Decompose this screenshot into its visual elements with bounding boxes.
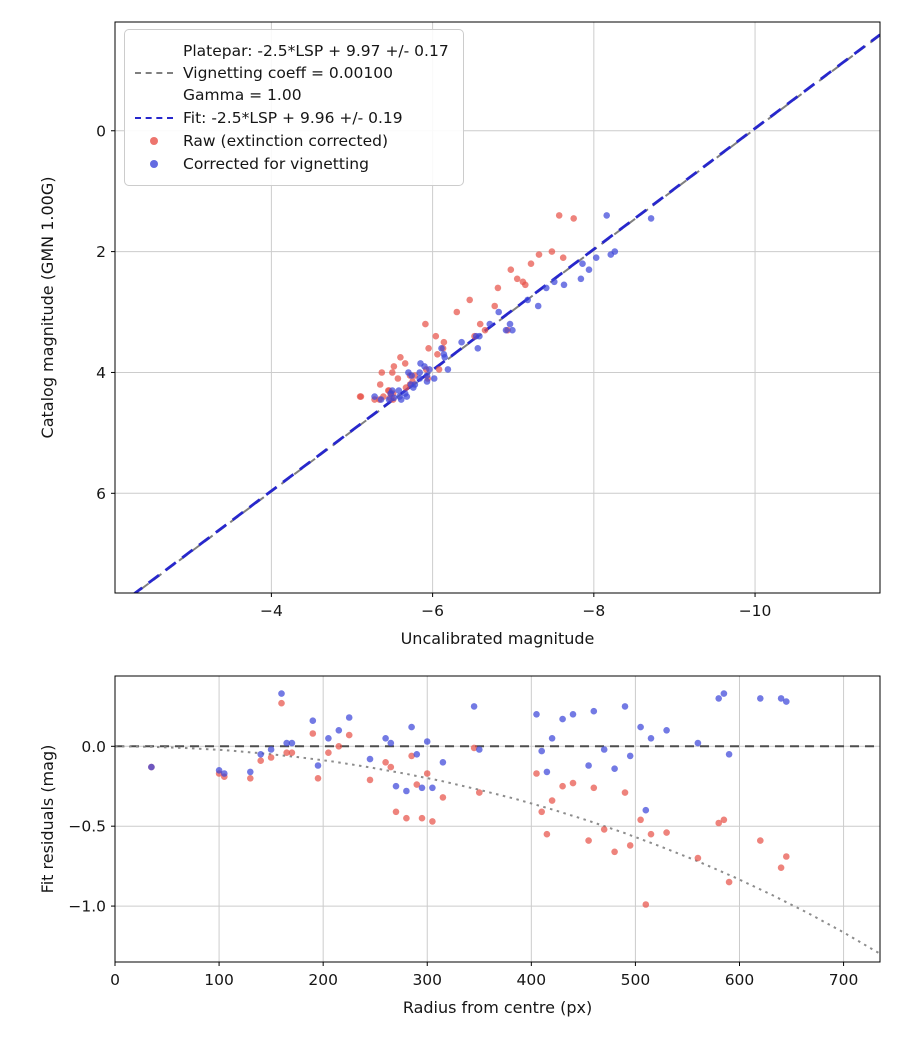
legend-vignetting-coeff-label: Vignetting coeff = 0.00100 [183, 64, 393, 82]
residuals-plot: 0 100 200 300 400 500 600 700 0.0 −0.5 −1.0 Radius … [38, 675, 881, 1017]
axes-frame [114, 675, 881, 963]
platepar-line-marker [135, 72, 183, 74]
svg-text:−1.0: −1.0 [68, 898, 106, 916]
x-axis-label: Uncalibrated magnitude [401, 629, 595, 648]
raw-point-marker [135, 137, 183, 145]
svg-text:500: 500 [621, 971, 651, 989]
legend-row-corrected: Corrected for vignetting [135, 153, 449, 175]
svg-text:−4: −4 [260, 602, 283, 620]
legend: Platepar: -2.5*LSP + 9.97 +/- 0.17 Vigne… [124, 29, 464, 186]
svg-text:0: 0 [96, 122, 106, 140]
svg-text:700: 700 [829, 971, 859, 989]
svg-text:−8: −8 [582, 602, 605, 620]
tick-labels: −4 −6 −8 −10 0 2 4 6 [96, 122, 771, 620]
magnitude-fit-plot: −4 −6 −8 −10 0 2 4 6 Uncalibrated magnitude Catal… [38, 21, 881, 648]
legend-platepar-label: Platepar: -2.5*LSP + 9.97 +/- 0.17 [183, 42, 449, 60]
legend-row-fit: Fit: -2.5*LSP + 9.96 +/- 0.19 [135, 107, 449, 129]
svg-text:300: 300 [412, 971, 442, 989]
legend-raw-label: Raw (extinction corrected) [183, 132, 389, 150]
svg-text:6: 6 [96, 485, 106, 503]
svg-text:0.0: 0.0 [81, 738, 106, 756]
svg-text:200: 200 [308, 971, 338, 989]
vignetting-curve [115, 745, 880, 955]
y-axis-label: Fit residuals (mag) [38, 745, 57, 894]
svg-text:400: 400 [517, 971, 547, 989]
raw-points [356, 212, 577, 403]
svg-text:−10: −10 [739, 602, 772, 620]
raw-residuals [148, 699, 790, 908]
svg-text:100: 100 [204, 971, 234, 989]
legend-row-raw: Raw (extinction corrected) [135, 130, 449, 152]
corrected-point-marker [135, 160, 183, 168]
svg-text:−0.5: −0.5 [68, 818, 106, 836]
grid-lines [114, 676, 880, 962]
svg-text:600: 600 [725, 971, 755, 989]
tick-labels: 0 100 200 300 400 500 600 700 0.0 −0.5 −1.0 [68, 738, 858, 989]
svg-text:4: 4 [96, 364, 106, 382]
corrected-residuals [148, 690, 790, 814]
fit-line-marker [135, 117, 183, 119]
svg-text:2: 2 [96, 243, 106, 261]
svg-text:−6: −6 [421, 602, 444, 620]
corrected-points [371, 212, 655, 403]
y-axis-label: Catalog magnitude (GMN 1.00G) [38, 177, 57, 439]
legend-gamma-label: Gamma = 1.00 [183, 86, 302, 104]
axes-frame [114, 21, 881, 594]
legend-fit-label: Fit: -2.5*LSP + 9.96 +/- 0.19 [183, 109, 403, 127]
x-axis-label: Radius from centre (px) [403, 998, 592, 1017]
svg-text:0: 0 [110, 971, 120, 989]
fit-line [132, 33, 880, 593]
legend-corrected-label: Corrected for vignetting [183, 155, 369, 173]
legend-row-platepar: Platepar: -2.5*LSP + 9.97 +/- 0.17 Vigne… [135, 40, 449, 106]
